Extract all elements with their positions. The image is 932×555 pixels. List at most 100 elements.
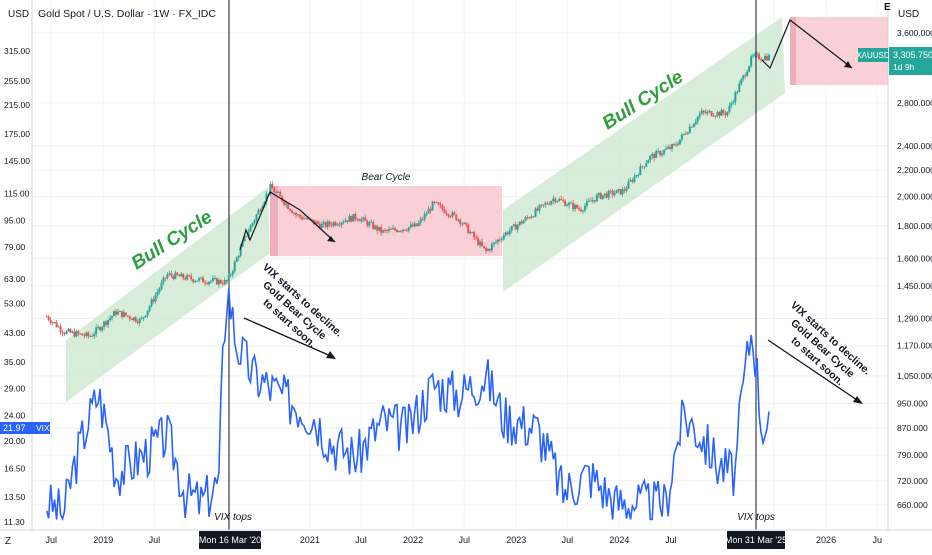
candle-body bbox=[237, 256, 240, 258]
candle-body bbox=[283, 201, 286, 205]
left-tick-label: 24.00 bbox=[4, 410, 26, 420]
candle-body bbox=[441, 205, 444, 210]
xau-symbol-text: XAUUSD bbox=[856, 51, 890, 60]
candle-body bbox=[326, 221, 329, 227]
candle-body bbox=[730, 103, 733, 106]
candle-body bbox=[219, 280, 222, 284]
candle-body bbox=[344, 220, 347, 223]
candle-body bbox=[299, 214, 302, 217]
vix-label-text: VIX bbox=[36, 423, 50, 433]
candle-body bbox=[348, 216, 351, 222]
left-tick-label: 145.00 bbox=[4, 156, 30, 166]
bottom-left-glyph[interactable]: Z bbox=[5, 536, 11, 547]
candle-body bbox=[542, 204, 545, 206]
candle-body bbox=[241, 240, 244, 247]
left-tick-label: 79.00 bbox=[4, 242, 26, 252]
candle-body bbox=[756, 54, 759, 55]
candle-body bbox=[453, 212, 456, 215]
candle-body bbox=[312, 219, 315, 224]
candle-body bbox=[578, 208, 581, 210]
candle-body bbox=[637, 175, 640, 176]
candle-body bbox=[346, 220, 349, 222]
right-axis-ticks: 3,600.000 2,800.000 2,400.000 2,200.000 2,00… bbox=[897, 28, 932, 510]
candle-body bbox=[651, 154, 654, 156]
candle-body bbox=[217, 280, 220, 285]
candle-body bbox=[629, 180, 632, 182]
candle-body bbox=[200, 277, 203, 279]
candle-body bbox=[498, 239, 501, 241]
candle-body bbox=[221, 283, 224, 285]
candle-body bbox=[249, 225, 252, 232]
candle-body bbox=[633, 176, 636, 182]
xau-countdown-text: 1d 9h bbox=[893, 62, 915, 72]
candle-body bbox=[469, 232, 472, 234]
right-axis-panel[interactable] bbox=[888, 0, 932, 550]
candle-body bbox=[211, 278, 214, 282]
candle-body bbox=[269, 184, 272, 194]
candle-body bbox=[384, 230, 387, 231]
candle-body bbox=[114, 311, 117, 315]
candle-body bbox=[611, 190, 614, 196]
candle-body bbox=[186, 275, 189, 280]
candle-body bbox=[431, 201, 434, 211]
candle-body bbox=[607, 190, 610, 198]
candle-body bbox=[574, 204, 577, 210]
candle-body bbox=[530, 216, 533, 219]
candle-body bbox=[85, 332, 88, 336]
candle-body bbox=[51, 322, 54, 324]
xau-price-text: 3,305.750 bbox=[893, 50, 932, 60]
candle-body bbox=[556, 201, 559, 202]
date-badge-left-text: Mon 16 Mar '20 bbox=[199, 535, 261, 545]
candle-body bbox=[271, 184, 274, 189]
candle-body bbox=[172, 275, 175, 279]
candle-body bbox=[459, 219, 462, 224]
chart-title[interactable]: Gold Spot / U.S. Dollar · 1W · FX_IDC bbox=[38, 8, 216, 20]
candle-body bbox=[500, 239, 503, 240]
candle-body bbox=[437, 202, 440, 205]
candle-body bbox=[297, 214, 300, 216]
candle-body bbox=[366, 220, 369, 226]
left-tick-label: 11.30 bbox=[4, 517, 25, 527]
candle-body bbox=[287, 203, 290, 209]
candle-body bbox=[382, 230, 385, 233]
candle-body bbox=[79, 333, 82, 335]
candle-body bbox=[425, 213, 428, 215]
right-tick-label: 1,800.000 bbox=[897, 221, 932, 231]
candle-body bbox=[481, 241, 484, 247]
candle-body bbox=[251, 223, 254, 226]
left-tick-label: 215.00 bbox=[4, 100, 30, 110]
candle-body bbox=[534, 208, 537, 217]
candle-body bbox=[712, 116, 715, 117]
candle-body bbox=[267, 193, 270, 195]
candle-body bbox=[142, 317, 145, 319]
left-tick-label: 63.00 bbox=[4, 274, 26, 284]
vix-decline-arrow-left bbox=[243, 317, 334, 358]
candle-body bbox=[136, 321, 139, 323]
right-tick-label: 2,200.000 bbox=[897, 165, 932, 175]
candle-body bbox=[413, 223, 416, 227]
candle-body bbox=[354, 214, 357, 219]
candle-body bbox=[77, 331, 80, 334]
candle-body bbox=[570, 202, 573, 204]
candle-body bbox=[504, 232, 507, 236]
left-tick-label: 20.00 bbox=[4, 436, 26, 446]
candle-body bbox=[593, 200, 596, 202]
candle-body bbox=[696, 116, 699, 122]
candle-body bbox=[204, 282, 207, 284]
left-tick-label: 29.00 bbox=[4, 384, 26, 394]
candle-body bbox=[207, 281, 210, 285]
right-tick-label: 870.000 bbox=[897, 423, 928, 433]
candle-body bbox=[180, 273, 183, 277]
candle-body bbox=[386, 230, 389, 232]
candle-body bbox=[120, 311, 123, 318]
candle-body bbox=[229, 274, 232, 276]
candle-body bbox=[461, 223, 464, 225]
candle-body bbox=[194, 281, 197, 282]
left-axis-panel[interactable] bbox=[0, 0, 32, 530]
time-tick-label: Jul bbox=[355, 535, 367, 545]
candle-body bbox=[728, 105, 731, 112]
bear-box-middle bbox=[270, 186, 502, 256]
candle-body bbox=[223, 280, 226, 285]
